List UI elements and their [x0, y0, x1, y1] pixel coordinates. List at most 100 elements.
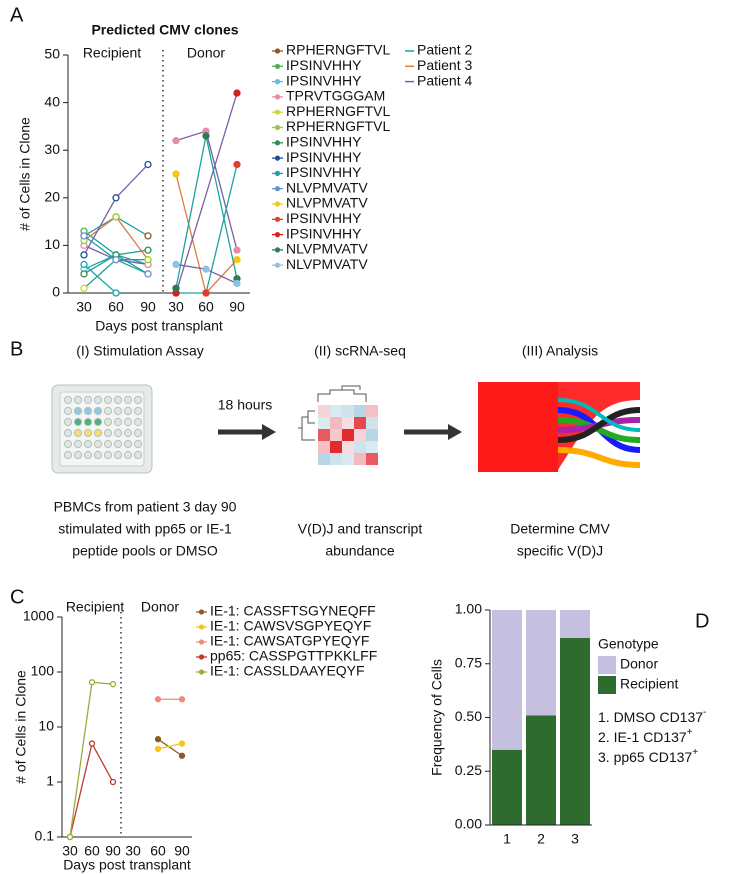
heat-cell: [318, 441, 330, 453]
panel-label: A: [10, 4, 24, 26]
x-axis-title: Days post transplant: [63, 857, 191, 873]
series-line: [157, 742, 183, 750]
point: [172, 137, 180, 145]
well: [83, 428, 93, 438]
y-tick-label: 100: [31, 663, 55, 679]
y-tick-label: 1: [46, 773, 54, 789]
legend-marker: [274, 232, 281, 238]
sankey: [478, 382, 641, 472]
well: [113, 450, 123, 460]
point: [80, 284, 88, 292]
legend-label: TPRVTGGGAM: [286, 88, 385, 104]
bar-segment: [526, 715, 556, 825]
well: [93, 428, 103, 438]
y-tick-label: 1.00: [455, 601, 482, 617]
arrow-label: 18 hours: [218, 397, 272, 413]
point: [233, 160, 241, 169]
legend-label: IPSINVHHY: [286, 225, 362, 241]
legend-marker: [274, 201, 281, 207]
well: [103, 417, 113, 427]
heat-cell: [318, 417, 330, 429]
heat-cell: [330, 405, 342, 417]
legend-swatch: [598, 656, 616, 674]
legend-marker: [274, 262, 281, 268]
heat-cell: [330, 429, 342, 441]
heatmap: [298, 385, 378, 465]
group-label: Recipient: [83, 45, 141, 61]
well: [73, 450, 83, 460]
legend-label: Recipient: [620, 676, 678, 692]
well: [63, 395, 73, 405]
heat-cell: [342, 453, 354, 465]
note-text: 3. pp65 CD137: [598, 749, 692, 765]
note-text: 2. IE-1 CD137: [598, 729, 687, 745]
point: [144, 270, 152, 278]
legend-marker: [274, 63, 281, 69]
well: [123, 428, 133, 438]
legend-marker: [274, 186, 281, 192]
legend-label: RPHERNGFTVL: [286, 42, 390, 58]
legend-marker: [274, 140, 281, 146]
note-sup: +: [692, 747, 698, 758]
heat-cell: [354, 429, 366, 441]
legend-label: pp65: CASSPGTTPKKLFF: [210, 648, 377, 664]
series-line: [83, 263, 117, 294]
well: [103, 439, 113, 449]
point: [154, 696, 162, 703]
caption: specific V(D)J: [517, 543, 603, 559]
group-label: Donor: [187, 45, 225, 61]
stage-title: (III) Analysis: [522, 343, 598, 359]
heat-cell: [330, 453, 342, 465]
well: [73, 439, 83, 449]
caption: PBMCs from patient 3 day 90: [54, 499, 237, 515]
y-tick-label: 0: [52, 284, 60, 300]
well: [133, 406, 143, 416]
bar-segment: [492, 610, 522, 750]
point: [109, 778, 117, 786]
panel-label: C: [10, 586, 24, 608]
y-tick-label: 0.50: [455, 708, 482, 724]
legend-label: IPSINVHHY: [286, 164, 362, 180]
well: [73, 417, 83, 427]
legend-label: IPSINVHHY: [286, 210, 362, 226]
well: [63, 450, 73, 460]
legend-marker: [274, 216, 281, 222]
legend-label: NLVPMVATV: [286, 256, 368, 272]
legend-swatch: [598, 676, 616, 694]
well: [83, 395, 93, 405]
caption: abundance: [325, 543, 395, 559]
well: [113, 439, 123, 449]
point: [172, 170, 180, 178]
well: [133, 417, 143, 427]
legend-marker: [198, 654, 205, 660]
x-tick-label: 30: [168, 299, 184, 315]
x-tick-label: 90: [174, 843, 190, 859]
well: [103, 395, 113, 405]
well: [83, 439, 93, 449]
legend-label: Donor: [620, 656, 658, 672]
heat-cell: [354, 417, 366, 429]
heat-cell: [366, 441, 378, 453]
note-sup: -: [703, 707, 706, 718]
heat-cell: [342, 441, 354, 453]
legend-marker: [198, 669, 205, 675]
y-tick-label: 0.25: [455, 762, 482, 778]
well: [113, 406, 123, 416]
point: [80, 251, 88, 259]
point: [80, 232, 88, 240]
bar-segment: [560, 637, 590, 825]
y-tick-label: 20: [44, 189, 60, 205]
heat-cell: [342, 405, 354, 417]
heat-cell: [330, 417, 342, 429]
point: [172, 260, 180, 269]
well: [103, 406, 113, 416]
point: [233, 256, 241, 264]
heat-cell: [318, 429, 330, 441]
legend-label: NLVPMVATV: [286, 195, 368, 211]
well: [123, 395, 133, 405]
heat-cell: [366, 429, 378, 441]
point: [233, 246, 241, 254]
plate: [51, 384, 153, 474]
well: [133, 428, 143, 438]
well: [63, 406, 73, 416]
